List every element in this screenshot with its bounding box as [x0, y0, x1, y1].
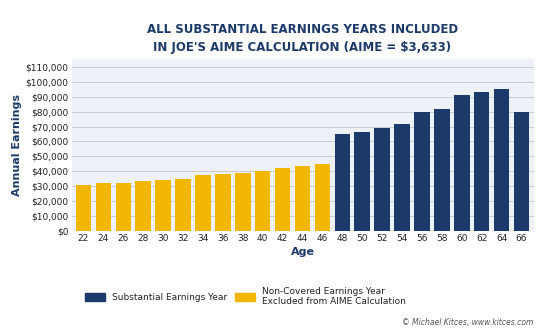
Legend: Substantial Earnings Year, Non-Covered Earnings Year
Excluded from AIME Calculat: Substantial Earnings Year, Non-Covered E… [85, 287, 406, 306]
Bar [215, 174, 230, 231]
Bar [255, 171, 271, 231]
Bar [315, 164, 330, 231]
Bar [454, 95, 470, 231]
Bar [175, 179, 191, 231]
Bar [96, 183, 111, 231]
Bar [414, 112, 430, 231]
Text: © Michael Kitces, www.kitces.com: © Michael Kitces, www.kitces.com [402, 318, 534, 327]
Bar [275, 168, 290, 231]
Bar [76, 185, 91, 231]
Bar [494, 89, 509, 231]
Bar [474, 92, 490, 231]
Bar [195, 175, 211, 231]
Bar [334, 134, 350, 231]
Bar [514, 112, 529, 231]
Bar [116, 182, 131, 231]
Bar [394, 123, 410, 231]
Title: ALL SUBSTANTIAL EARNINGS YEARS INCLUDED
IN JOE'S AIME CALCULATION (AIME = $3,633: ALL SUBSTANTIAL EARNINGS YEARS INCLUDED … [147, 23, 458, 54]
Y-axis label: Annual Earnings: Annual Earnings [12, 94, 21, 196]
Bar [295, 166, 310, 231]
Bar [135, 181, 151, 231]
X-axis label: Age: Age [290, 247, 315, 257]
Bar [155, 180, 171, 231]
Bar [354, 132, 370, 231]
Bar [235, 173, 250, 231]
Bar [434, 109, 450, 231]
Bar [375, 128, 390, 231]
